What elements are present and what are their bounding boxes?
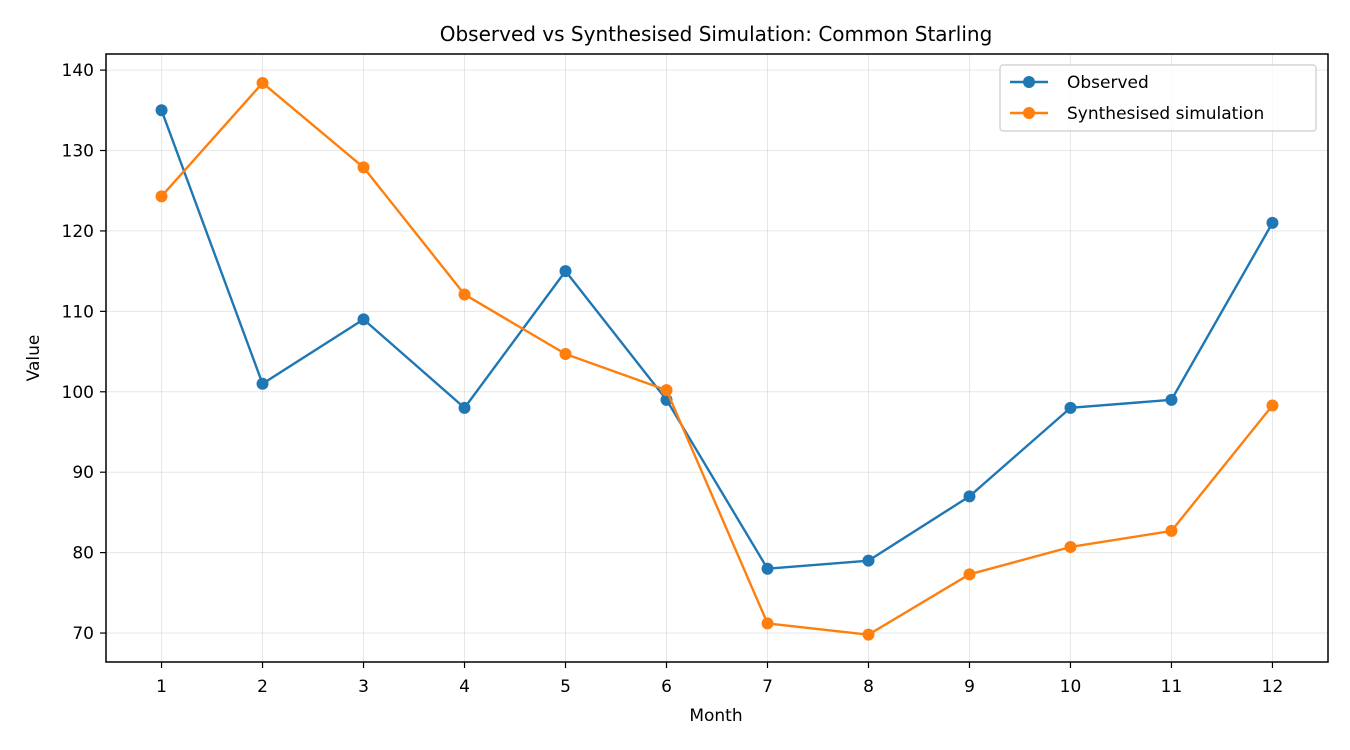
y-tick-label: 80 — [72, 544, 94, 564]
y-tick-label: 120 — [62, 222, 94, 242]
y-tick-label: 90 — [72, 463, 94, 483]
series-line — [160, 81, 1274, 636]
x-tick-label: 2 — [257, 677, 268, 697]
data-point — [155, 190, 168, 203]
data-point — [761, 562, 774, 575]
data-point — [660, 384, 673, 397]
legend-item-0: Observed — [1010, 73, 1149, 93]
data-point — [1165, 393, 1178, 406]
series-0 — [155, 104, 1279, 575]
y-tick-label: 130 — [62, 142, 94, 162]
x-tick-label: 1 — [156, 677, 167, 697]
data-point — [963, 568, 976, 581]
chart-title: Observed vs Synthesised Simulation: Comm… — [440, 22, 993, 46]
x-tick-label: 12 — [1262, 677, 1284, 697]
data-point — [458, 288, 471, 301]
y-tick-label: 140 — [62, 61, 94, 81]
legend-item-1: Synthesised simulation — [1010, 104, 1264, 124]
y-tick-label: 100 — [62, 383, 94, 403]
legend-marker — [1023, 107, 1035, 119]
data-point — [559, 347, 572, 360]
legend: Observed Synthesised simulation — [999, 64, 1317, 132]
data-point — [963, 490, 976, 503]
data-point — [155, 104, 168, 117]
data-point — [256, 76, 269, 89]
data-point — [357, 161, 370, 174]
x-tick-label: 4 — [459, 677, 470, 697]
data-point — [1165, 524, 1178, 537]
y-tick-label: 70 — [72, 624, 94, 644]
data-point — [1064, 540, 1077, 553]
data-point — [1064, 401, 1077, 414]
legend-marker — [1023, 76, 1035, 88]
x-tick-label: 5 — [560, 677, 571, 697]
data-point — [256, 377, 269, 390]
data-point — [761, 617, 774, 630]
data-point — [357, 313, 370, 326]
data-point — [458, 401, 471, 414]
legend-label: Synthesised simulation — [1067, 104, 1264, 124]
data-point — [1266, 399, 1279, 412]
x-tick-label: 7 — [762, 677, 773, 697]
x-tick-label: 10 — [1060, 677, 1082, 697]
y-axis-label: Value — [24, 335, 44, 382]
legend-label: Observed — [1067, 73, 1149, 93]
data-point — [559, 265, 572, 278]
series-layer — [155, 76, 1279, 641]
data-point — [862, 554, 875, 567]
x-tick-label: 3 — [358, 677, 369, 697]
x-tick-label: 9 — [964, 677, 975, 697]
data-point — [1266, 216, 1279, 229]
series-1 — [155, 76, 1279, 641]
x-tick-label: 8 — [863, 677, 874, 697]
legend-box — [999, 64, 1317, 132]
y-tick-label: 110 — [62, 302, 94, 322]
data-point — [862, 628, 875, 641]
x-axis-label: Month — [689, 706, 742, 726]
series-line — [160, 109, 1274, 570]
x-tick-label: 11 — [1161, 677, 1183, 697]
plot-frame — [105, 53, 1329, 663]
x-tick-label: 6 — [661, 677, 672, 697]
